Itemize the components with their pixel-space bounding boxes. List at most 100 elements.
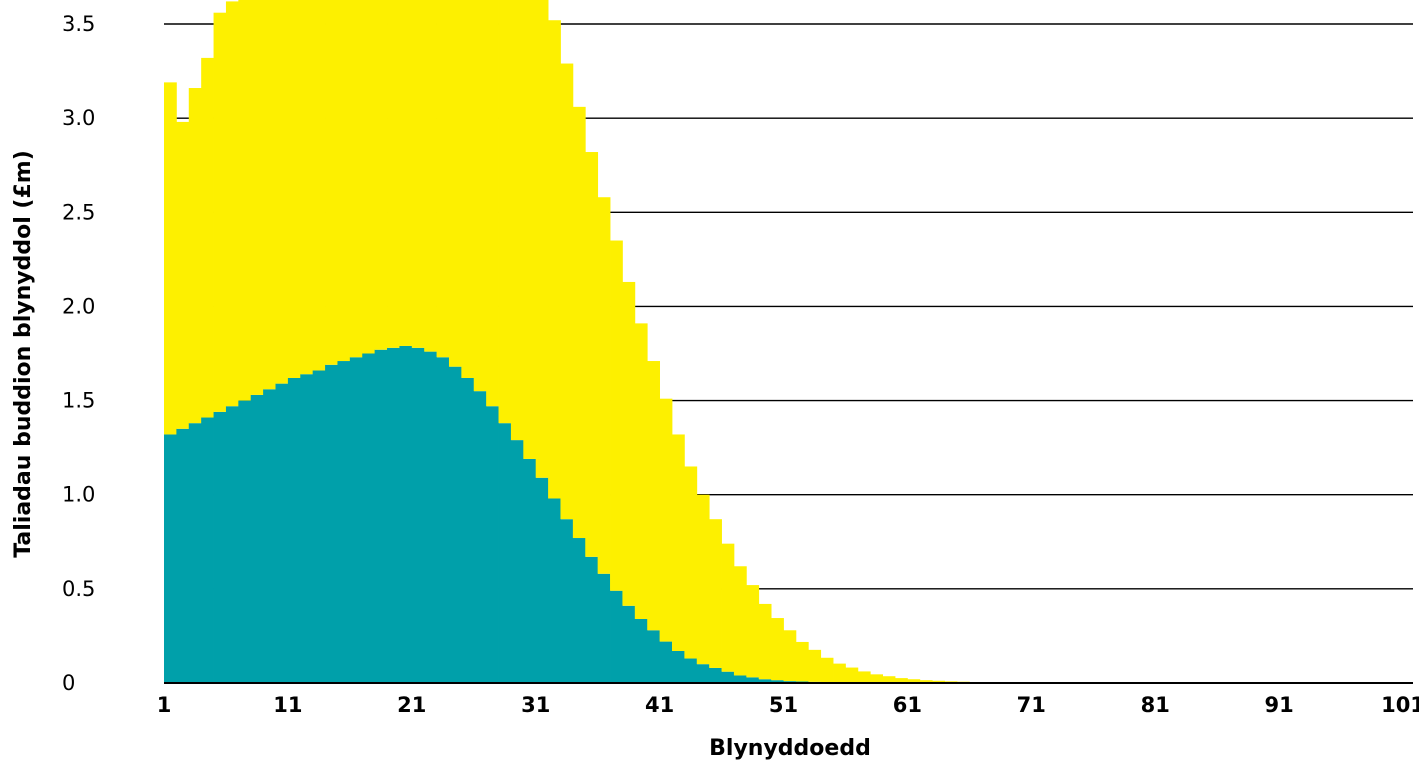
bar-s1-31: [535, 477, 549, 683]
bar-s2-22: [424, 0, 437, 352]
bar-s1-25: [461, 377, 475, 683]
bar-s1-8: [250, 394, 264, 683]
x-tick-label-1: 11: [273, 693, 302, 717]
bar-s1-26: [473, 391, 487, 683]
bar-s1-48: [746, 677, 760, 683]
bar-s1-39: [634, 618, 648, 683]
bar-s2-28: [498, 0, 512, 424]
bar-s2-2: [176, 121, 190, 429]
y-tick-label-3: 1.5: [62, 389, 95, 413]
bar-s1-15: [337, 361, 351, 683]
bar-s1-44: [696, 664, 710, 683]
bar-s1-45: [709, 667, 722, 683]
bar-s2-63: [932, 680, 945, 683]
bar-s1-47: [733, 675, 747, 683]
bar-s1-10: [275, 383, 289, 683]
bar-s2-24: [448, 0, 462, 367]
bar-s2-43: [684, 466, 698, 659]
bar-s2-51: [783, 630, 797, 682]
bar-s2-30: [523, 0, 537, 459]
x-tick-label-9: 91: [1264, 693, 1293, 717]
bar-s2-46: [721, 543, 735, 672]
bar-s1-3: [188, 423, 202, 683]
bar-s2-5: [213, 12, 227, 412]
x-tick-label-4: 41: [645, 693, 674, 717]
x-tick-label-5: 51: [769, 693, 798, 717]
bar-s2-38: [622, 281, 636, 606]
bar-s1-13: [312, 370, 326, 683]
bar-s2-4: [201, 57, 214, 418]
bar-s2-14: [325, 0, 338, 365]
bar-s1-23: [436, 357, 450, 683]
bar-s1-38: [622, 605, 636, 683]
bar-s2-50: [771, 618, 784, 681]
bar-s2-16: [349, 0, 363, 358]
bar-s1-41: [659, 641, 673, 683]
bar-s1-37: [610, 590, 623, 683]
y-axis-label: Taliadau buddion blynyddol (£m): [11, 150, 36, 558]
bar-s1-50: [771, 680, 784, 683]
bar-s1-19: [387, 347, 400, 683]
bar-s2-33: [560, 63, 574, 520]
bar-s1-30: [523, 458, 537, 683]
x-tick-label-10: 101: [1381, 693, 1419, 717]
y-tick-label-4: 2.0: [62, 294, 95, 318]
bar-s2-59: [882, 676, 896, 683]
bar-s1-29: [510, 440, 524, 683]
bar-s1-35: [585, 556, 599, 683]
bar-s2-15: [337, 0, 351, 362]
bar-s1-32: [548, 498, 561, 683]
x-tick-labels: 1 11 21 31 41 51 61 71 81 91 101: [157, 693, 1419, 717]
bar-s2-20: [399, 0, 413, 346]
bar-s2-62: [919, 680, 933, 683]
bar-s2-37: [610, 240, 623, 591]
bar-s2-57: [857, 671, 871, 683]
bar-s2-7: [238, 0, 252, 401]
bar-s1-27: [486, 406, 499, 683]
bar-s1-49: [758, 679, 772, 683]
bar-s1-20: [399, 345, 413, 683]
x-axis-label: Blynyddoedd: [709, 736, 871, 761]
bar-s2-61: [907, 679, 921, 683]
bar-s2-27: [486, 0, 499, 407]
bars: [164, 0, 1156, 683]
bar-s2-39: [634, 323, 648, 619]
bar-s1-12: [300, 374, 314, 683]
bar-s2-60: [895, 678, 908, 683]
bar-s1-9: [263, 389, 276, 683]
bar-s1-21: [411, 347, 425, 683]
bar-s2-32: [548, 20, 561, 499]
x-tick-label-7: 71: [1017, 693, 1046, 717]
bar-s2-11: [287, 0, 301, 378]
bar-s2-10: [275, 0, 289, 384]
bar-s2-26: [473, 0, 487, 392]
bar-s1-11: [287, 377, 301, 683]
bar-s1-33: [560, 519, 574, 683]
bar-s2-9: [263, 0, 276, 390]
x-tick-label-6: 61: [893, 693, 922, 717]
bar-s1-28: [498, 423, 512, 683]
bar-s2-42: [671, 434, 685, 651]
bar-s2-17: [362, 0, 376, 354]
bar-s1-14: [325, 364, 338, 683]
bar-s2-29: [510, 0, 524, 441]
bar-s2-54: [820, 657, 834, 683]
y-tick-labels: 0 0.5 1.0 1.5 2.0 2.5 3.0 3.5: [62, 12, 95, 695]
bar-s2-12: [300, 0, 314, 375]
bar-s2-34: [572, 106, 586, 539]
bar-s1-34: [572, 538, 586, 683]
bar-s1-7: [238, 400, 252, 683]
bar-s2-21: [411, 0, 425, 348]
bar-s2-8: [250, 0, 264, 395]
bar-s2-35: [585, 152, 599, 557]
bar-s1-24: [448, 366, 462, 683]
bar-s2-56: [845, 667, 859, 683]
bar-s2-47: [733, 566, 747, 676]
x-tick-label-3: 31: [521, 693, 550, 717]
x-tick-label-2: 21: [397, 693, 426, 717]
bar-s2-41: [659, 398, 673, 642]
y-tick-label-7: 3.5: [62, 12, 95, 36]
bar-s2-31: [535, 0, 549, 478]
bar-s1-2: [176, 428, 190, 683]
